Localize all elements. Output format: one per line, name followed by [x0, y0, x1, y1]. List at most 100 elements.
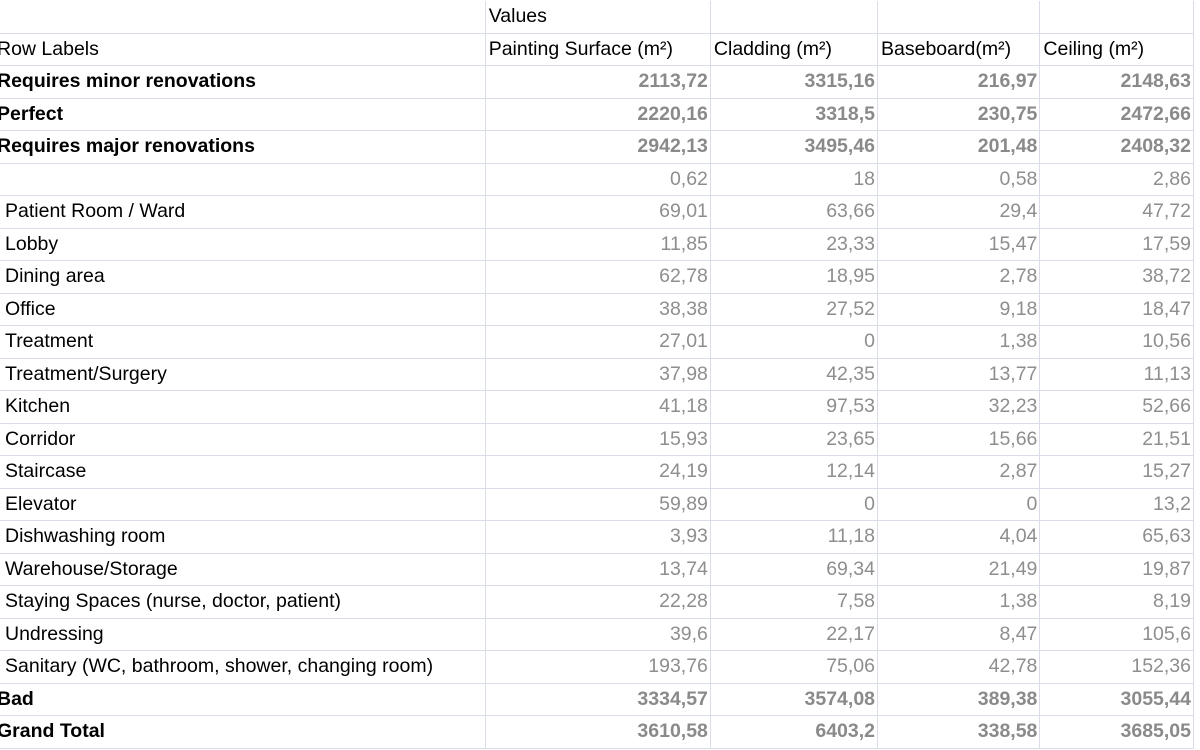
row-label[interactable]: Requires minor renovations — [0, 65, 486, 99]
ceiling-cell[interactable]: 19,87 — [1039, 553, 1194, 586]
row-label[interactable]: Dishwashing room — [0, 520, 486, 554]
cladding-cell[interactable]: 0 — [710, 488, 879, 521]
row-label[interactable]: Patient Room / Ward — [0, 195, 486, 229]
painting-surface-cell[interactable]: 62,78 — [485, 260, 711, 294]
cladding-cell[interactable]: 18 — [710, 163, 879, 196]
cladding-cell[interactable]: 3574,08 — [710, 683, 879, 716]
cladding-cell[interactable]: 0 — [710, 325, 879, 359]
painting-surface-cell[interactable]: 69,01 — [485, 195, 711, 229]
cladding-cell[interactable]: 97,53 — [710, 390, 879, 424]
painting-surface-cell[interactable]: 3610,58 — [485, 715, 711, 749]
cladding-cell[interactable]: 3318,5 — [710, 98, 879, 131]
cladding-cell[interactable]: 69,34 — [710, 553, 879, 586]
ceiling-cell[interactable]: 152,36 — [1039, 650, 1194, 684]
ceiling-cell[interactable]: 65,63 — [1039, 520, 1194, 554]
ceiling-cell[interactable]: 47,72 — [1039, 195, 1194, 229]
column-header-baseboard[interactable]: Baseboard(m²) — [877, 33, 1041, 66]
painting-surface-cell[interactable]: 2942,13 — [485, 130, 711, 164]
ceiling-cell[interactable]: 2148,63 — [1039, 65, 1194, 99]
ceiling-cell[interactable]: 3685,05 — [1039, 715, 1194, 749]
row-label[interactable]: Warehouse/Storage — [0, 553, 486, 586]
cladding-cell[interactable]: 12,14 — [710, 455, 879, 489]
cladding-cell[interactable]: 23,33 — [710, 228, 879, 261]
baseboard-cell[interactable]: 32,23 — [877, 390, 1041, 424]
row-label[interactable]: Bad — [0, 683, 486, 716]
painting-surface-cell[interactable]: 41,18 — [485, 390, 711, 424]
ceiling-cell[interactable]: 52,66 — [1039, 390, 1194, 424]
ceiling-cell[interactable]: 11,13 — [1039, 358, 1194, 391]
painting-surface-cell[interactable]: 2220,16 — [485, 98, 711, 131]
baseboard-cell[interactable]: 8,47 — [877, 618, 1041, 651]
ceiling-cell[interactable]: 15,27 — [1039, 455, 1194, 489]
cladding-cell[interactable]: 63,66 — [710, 195, 879, 229]
painting-surface-cell[interactable]: 37,98 — [485, 358, 711, 391]
row-label[interactable] — [0, 163, 486, 196]
baseboard-cell[interactable]: 201,48 — [877, 130, 1041, 164]
row-label[interactable]: Grand Total — [0, 715, 486, 749]
cladding-cell[interactable]: 42,35 — [710, 358, 879, 391]
ceiling-cell[interactable]: 105,6 — [1039, 618, 1194, 651]
cladding-cell[interactable]: 3495,46 — [710, 130, 879, 164]
painting-surface-cell[interactable]: 11,85 — [485, 228, 711, 261]
row-label[interactable]: Elevator — [0, 488, 486, 521]
ceiling-cell[interactable]: 2408,32 — [1039, 130, 1194, 164]
baseboard-cell[interactable]: 216,97 — [877, 65, 1041, 99]
ceiling-cell[interactable]: 13,2 — [1039, 488, 1194, 521]
ceiling-cell[interactable]: 10,56 — [1039, 325, 1194, 359]
row-label[interactable]: Staying Spaces (nurse, doctor, patient) — [0, 585, 486, 619]
row-label[interactable]: Lobby — [0, 228, 486, 261]
cladding-cell[interactable]: 3315,16 — [710, 65, 879, 99]
painting-surface-cell[interactable]: 59,89 — [485, 488, 711, 521]
baseboard-cell[interactable]: 2,78 — [877, 260, 1041, 294]
row-label[interactable]: Treatment — [0, 325, 486, 359]
cladding-cell[interactable]: 23,65 — [710, 423, 879, 456]
cladding-cell[interactable]: 18,95 — [710, 260, 879, 294]
baseboard-cell[interactable]: 15,66 — [877, 423, 1041, 456]
cladding-cell[interactable]: 6403,2 — [710, 715, 879, 749]
painting-surface-cell[interactable]: 39,6 — [485, 618, 711, 651]
row-label[interactable]: Corridor — [0, 423, 486, 456]
baseboard-cell[interactable]: 13,77 — [877, 358, 1041, 391]
ceiling-cell[interactable]: 38,72 — [1039, 260, 1194, 294]
ceiling-cell[interactable]: 17,59 — [1039, 228, 1194, 261]
cladding-cell[interactable]: 27,52 — [710, 293, 879, 326]
blank-header-cell[interactable] — [1039, 1, 1194, 34]
painting-surface-cell[interactable]: 15,93 — [485, 423, 711, 456]
baseboard-cell[interactable]: 29,4 — [877, 195, 1041, 229]
ceiling-cell[interactable]: 2472,66 — [1039, 98, 1194, 131]
ceiling-cell[interactable]: 2,86 — [1039, 163, 1194, 196]
values-caption[interactable]: Values — [485, 1, 711, 34]
ceiling-cell[interactable]: 18,47 — [1039, 293, 1194, 326]
ceiling-cell[interactable]: 8,19 — [1039, 585, 1194, 619]
column-header-cladding[interactable]: Cladding (m²) — [710, 33, 879, 66]
baseboard-cell[interactable]: 1,38 — [877, 325, 1041, 359]
baseboard-cell[interactable]: 9,18 — [877, 293, 1041, 326]
cladding-cell[interactable]: 75,06 — [710, 650, 879, 684]
baseboard-cell[interactable]: 389,38 — [877, 683, 1041, 716]
baseboard-cell[interactable]: 0,58 — [877, 163, 1041, 196]
row-labels-header[interactable]: Row Labels — [0, 33, 486, 66]
cladding-cell[interactable]: 22,17 — [710, 618, 879, 651]
row-label[interactable]: Requires major renovations — [0, 130, 486, 164]
row-label[interactable]: Kitchen — [0, 390, 486, 424]
row-label[interactable]: Sanitary (WC, bathroom, shower, changing… — [0, 650, 486, 684]
baseboard-cell[interactable]: 0 — [877, 488, 1041, 521]
painting-surface-cell[interactable]: 193,76 — [485, 650, 711, 684]
painting-surface-cell[interactable]: 24,19 — [485, 455, 711, 489]
baseboard-cell[interactable]: 4,04 — [877, 520, 1041, 554]
baseboard-cell[interactable]: 230,75 — [877, 98, 1041, 131]
blank-header-cell[interactable] — [710, 1, 879, 34]
baseboard-cell[interactable]: 15,47 — [877, 228, 1041, 261]
cladding-cell[interactable]: 7,58 — [710, 585, 879, 619]
baseboard-cell[interactable]: 1,38 — [877, 585, 1041, 619]
row-label[interactable]: Undressing — [0, 618, 486, 651]
baseboard-cell[interactable]: 21,49 — [877, 553, 1041, 586]
row-label[interactable]: Staircase — [0, 455, 486, 489]
blank-header-cell[interactable] — [877, 1, 1041, 34]
painting-surface-cell[interactable]: 0,62 — [485, 163, 711, 196]
blank-corner-cell[interactable] — [0, 1, 486, 34]
painting-surface-cell[interactable]: 3,93 — [485, 520, 711, 554]
column-header-painting[interactable]: Painting Surface (m²) — [485, 33, 711, 66]
painting-surface-cell[interactable]: 13,74 — [485, 553, 711, 586]
painting-surface-cell[interactable]: 27,01 — [485, 325, 711, 359]
